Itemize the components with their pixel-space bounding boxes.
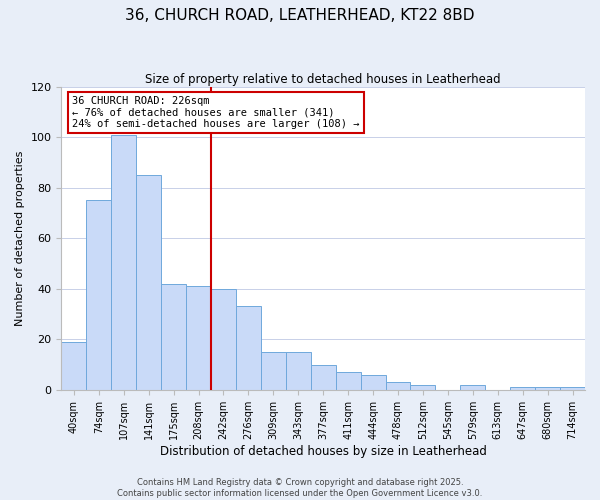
Text: 36 CHURCH ROAD: 226sqm
← 76% of detached houses are smaller (341)
24% of semi-de: 36 CHURCH ROAD: 226sqm ← 76% of detached… [72, 96, 359, 129]
Bar [236, 306, 261, 390]
Bar [311, 364, 335, 390]
Bar [111, 134, 136, 390]
Bar [61, 342, 86, 390]
Bar [261, 352, 286, 390]
Y-axis label: Number of detached properties: Number of detached properties [15, 150, 25, 326]
Bar [335, 372, 361, 390]
Bar [410, 385, 436, 390]
Bar [386, 382, 410, 390]
Title: Size of property relative to detached houses in Leatherhead: Size of property relative to detached ho… [145, 72, 501, 86]
Bar [560, 388, 585, 390]
Bar [535, 388, 560, 390]
Bar [361, 374, 386, 390]
Bar [136, 175, 161, 390]
Bar [86, 200, 111, 390]
Text: Contains HM Land Registry data © Crown copyright and database right 2025.
Contai: Contains HM Land Registry data © Crown c… [118, 478, 482, 498]
Text: 36, CHURCH ROAD, LEATHERHEAD, KT22 8BD: 36, CHURCH ROAD, LEATHERHEAD, KT22 8BD [125, 8, 475, 22]
Bar [186, 286, 211, 390]
Bar [286, 352, 311, 390]
Bar [161, 284, 186, 390]
Bar [460, 385, 485, 390]
Bar [510, 388, 535, 390]
Bar [211, 289, 236, 390]
X-axis label: Distribution of detached houses by size in Leatherhead: Distribution of detached houses by size … [160, 444, 487, 458]
